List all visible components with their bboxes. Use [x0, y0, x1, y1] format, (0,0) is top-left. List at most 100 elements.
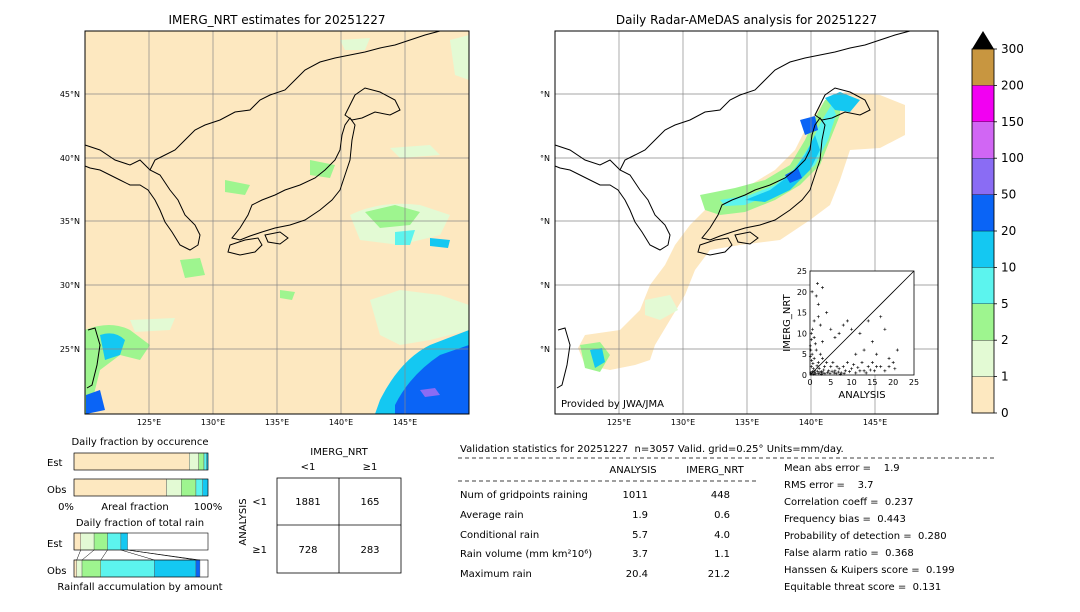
bar-category-label: Obs [47, 566, 66, 577]
bar-category-label: Est [47, 539, 63, 550]
lon-label: 125°E [137, 418, 161, 427]
scatter-point [819, 372, 823, 376]
score-rms-error: RMS error = 3.7 [784, 480, 874, 491]
stacked-bar-segment [166, 478, 182, 497]
score-frequency-bias: Frequency bias = 0.443 [784, 514, 906, 525]
left-map-lat-labels: 45°N 40°N 35°N 30°N 25°N [60, 90, 80, 354]
scatter-point [870, 361, 874, 365]
table-cell: 728 [298, 545, 317, 556]
table-title: IMERG_NRT [310, 447, 368, 458]
occurrence-title: Daily fraction by occurence [71, 437, 209, 448]
stacked-bar-segment [198, 452, 205, 471]
bar-axis-tick: 100% [194, 502, 223, 513]
stats-row-analysis: 20.4 [625, 569, 648, 580]
scatter-point [820, 286, 824, 290]
scatter-point [818, 370, 822, 374]
colorbar-cell [971, 85, 995, 122]
stats-row-analysis: 3.7 [632, 549, 648, 560]
right-map-lon-labels: 125°E 130°E 135°E 140°E 145°E [607, 418, 887, 427]
stats-row-analysis: 1011 [622, 490, 648, 501]
scatter-point [893, 367, 897, 371]
scatter-point [887, 356, 891, 360]
scatter-point [815, 364, 819, 368]
stacked-bar-frame [73, 452, 209, 471]
scatter-y-tick: 20 [797, 288, 807, 297]
right-map-lat-labels: 45°N 40°N 35°N 30°N 25°N [540, 90, 550, 354]
left-map-lon-labels: 125°E 130°E 135°E 140°E 145°E [137, 418, 417, 427]
left-map-title: IMERG_NRT estimates for 20251227 [168, 13, 386, 27]
colorbar-label: 2 [1001, 333, 1009, 347]
scatter-point [808, 344, 812, 348]
scatter-point [842, 371, 846, 375]
colorbar-cell [971, 340, 995, 377]
scatter-point [825, 361, 829, 365]
stats-row-label: Conditional rain [460, 530, 540, 541]
scatter-point [810, 290, 814, 294]
lat-label: 40°N [60, 154, 80, 163]
scatter-point [823, 372, 827, 376]
stacked-bar-frame [73, 532, 209, 551]
score-hk: Hanssen & Kuipers score = 0.199 [784, 565, 955, 576]
rain-patch [86, 390, 105, 414]
data-credit: Provided by JWA/JMA [561, 399, 664, 410]
scatter-point [810, 327, 814, 331]
stacked-bar-segment [73, 532, 81, 551]
rain-patch [130, 318, 175, 332]
rain-patch [85, 325, 150, 414]
rain-patch [310, 160, 335, 178]
stats-row-label: Num of gridpoints raining [460, 490, 588, 501]
scatter-point [810, 352, 814, 356]
lat-label: 25°N [540, 345, 550, 354]
stacked-bar-segment [195, 478, 203, 497]
rain-connector [127, 549, 200, 561]
rain-patch [430, 238, 450, 248]
colorbar-cell [971, 121, 995, 159]
scatter-point [895, 348, 899, 352]
scatter-point [848, 370, 852, 374]
colorbar-label: 100 [1001, 151, 1024, 165]
table-row-label: ≥1 [252, 545, 267, 556]
scatter-point [864, 371, 868, 375]
scatter-point [883, 369, 887, 373]
scatter-x-tick: 0 [807, 378, 812, 387]
rain-patch [395, 345, 469, 414]
right-map-title: Daily Radar-AMeDAS analysis for 20251227 [615, 13, 878, 27]
scatter-point [854, 371, 858, 375]
colorbar-label: 50 [1001, 188, 1016, 202]
scatter-point [879, 365, 883, 369]
colorbar-cell [971, 267, 995, 304]
colorbar-cell [971, 48, 995, 86]
scatter-point [841, 323, 845, 327]
colorbar-cell [971, 230, 995, 268]
colorbar-cell [971, 158, 995, 195]
colorbar-label: 150 [1001, 115, 1024, 129]
scatter-point [828, 371, 832, 375]
scatter-point [813, 342, 817, 346]
scatter-point [825, 311, 829, 315]
lat-label: 45°N [60, 90, 80, 99]
scatter-point [818, 352, 822, 356]
scatter-point [868, 368, 872, 372]
scatter-point [809, 338, 813, 342]
bar-category-label: Obs [47, 485, 66, 496]
scatter-point [816, 361, 820, 365]
table-row-axis-label: ANALYSIS [238, 498, 249, 545]
scatter-point [866, 319, 870, 323]
rain-patch [340, 38, 370, 50]
stacked-bar-segment [202, 478, 209, 497]
stats-row-imerg: 0.6 [714, 510, 730, 521]
scatter-point [835, 365, 839, 369]
score-far: False alarm ratio = 0.368 [784, 548, 914, 559]
stacked-bar-segment [80, 532, 95, 551]
lon-label: 145°E [393, 418, 417, 427]
scatter-point [822, 368, 826, 372]
stacked-bar-segment [93, 532, 108, 551]
lon-label: 130°E [671, 418, 695, 427]
rain-patch [365, 205, 420, 228]
stats-row-label: Maximum rain [460, 569, 532, 580]
right-map-rain [580, 92, 860, 372]
colorbar-cell [971, 194, 995, 232]
scatter-point [866, 365, 870, 369]
scatter-point [858, 331, 862, 335]
bar-xlabel: Areal fraction [101, 502, 168, 513]
